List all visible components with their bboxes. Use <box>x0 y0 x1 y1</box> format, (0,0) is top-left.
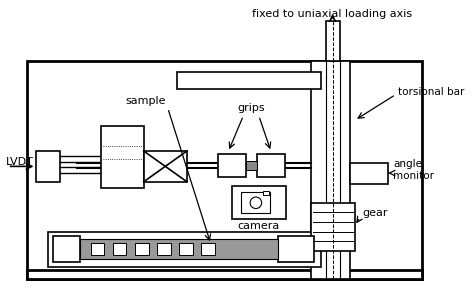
Bar <box>157 243 171 255</box>
Bar <box>100 126 144 188</box>
Text: sample: sample <box>126 96 166 106</box>
Bar <box>91 243 104 255</box>
Bar <box>278 236 314 262</box>
Bar <box>311 203 355 251</box>
Text: gear: gear <box>362 208 388 218</box>
Bar <box>311 61 350 279</box>
Bar <box>27 61 422 279</box>
Bar <box>27 270 422 279</box>
Bar <box>48 232 321 267</box>
Bar <box>350 163 388 184</box>
Bar <box>246 161 257 170</box>
Bar <box>36 151 60 182</box>
Bar <box>144 151 187 182</box>
Bar <box>241 192 270 213</box>
Bar <box>135 243 148 255</box>
Bar <box>113 243 127 255</box>
Bar <box>201 243 215 255</box>
Text: torsional bar: torsional bar <box>398 87 464 97</box>
Text: fixed to uniaxial loading axis: fixed to uniaxial loading axis <box>253 9 412 19</box>
Bar <box>219 154 246 177</box>
Bar <box>263 191 269 195</box>
Text: camera: camera <box>237 221 280 231</box>
Bar <box>326 21 340 61</box>
Bar <box>257 154 284 177</box>
Bar <box>179 243 192 255</box>
Circle shape <box>250 197 262 209</box>
Text: LVDT: LVDT <box>6 157 34 167</box>
Bar <box>232 186 285 219</box>
Bar <box>177 71 321 89</box>
Text: angle
monitor: angle monitor <box>393 159 434 181</box>
Text: grips: grips <box>237 103 265 113</box>
Bar <box>80 239 278 259</box>
Bar <box>53 236 80 262</box>
